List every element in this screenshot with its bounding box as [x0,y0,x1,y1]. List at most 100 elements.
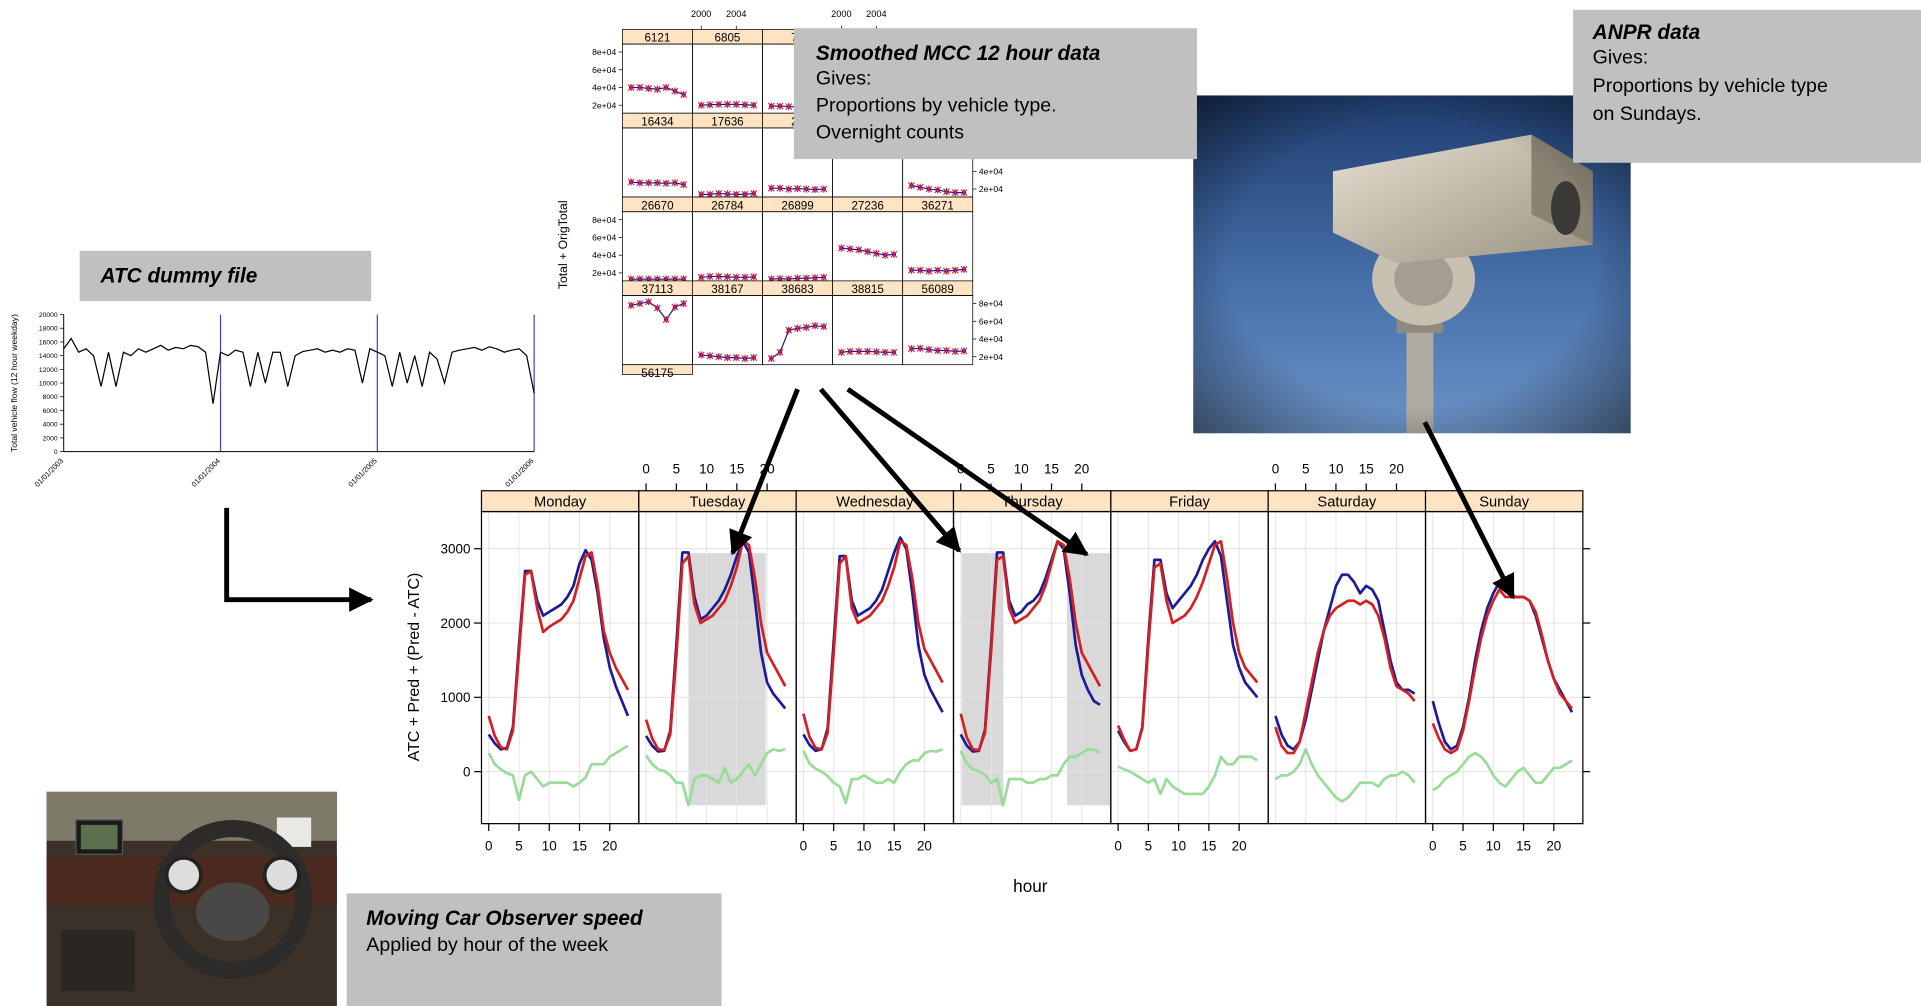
point-star [724,190,731,198]
x-tick-label: 0 [1114,839,1121,854]
point-star [680,180,688,189]
point-star [645,84,653,93]
point-star [837,244,845,252]
x-tick-label: 15 [1516,839,1531,854]
y-tick-label: 2000 [440,616,470,631]
point-star [820,322,828,331]
point-star [934,186,942,194]
arrow [729,388,800,556]
y-tick-label: 4e+04 [979,166,1003,176]
x-tick-label: 20 [1546,839,1561,854]
point-star [750,189,758,198]
x-tick-label: 5 [987,462,994,477]
point-star [785,102,793,111]
point-star [671,303,679,311]
x-tick-label: 10 [1171,839,1186,854]
y-tick-label: 6e+04 [592,65,616,75]
y-tick-label: 20000 [39,312,58,319]
y-tick-label: 10000 [39,381,58,388]
panel-label: Saturday [1317,495,1376,511]
box-background [1573,9,1921,163]
x-tick-label: 01/01/2005 [346,456,378,488]
point-star [627,178,635,186]
point-star [802,323,810,332]
point-star [951,188,959,197]
series-line [959,748,1101,807]
y-tick-label: 8e+04 [592,215,616,225]
car-interior-photo [46,791,337,1006]
x-tick-label: 20 [1074,462,1089,477]
y-tick-label: 2e+04 [592,268,616,278]
y-tick-label: 6e+04 [592,232,616,242]
point-star [960,188,968,197]
highlight-area [961,553,1004,806]
point-star [697,351,705,359]
panel-label: 56175 [641,367,673,380]
y-tick-label: 14000 [39,353,58,360]
point-star [715,189,723,198]
highlight-area [1067,553,1110,806]
x-tick-label: 2000 [831,9,851,19]
point-star [732,100,740,109]
y-tick-label: 8e+04 [979,299,1003,309]
y-axis-label: Total vehicle flow (12 hour weekday) [9,314,19,452]
x-tick-label: 15 [1201,839,1216,854]
x-tick-label: 0 [800,839,807,854]
point-star [872,249,880,258]
series-line [1431,580,1574,751]
box-text: Overnight counts [816,121,964,143]
point-star [671,179,679,187]
point-star [916,183,924,191]
point-star [794,184,802,193]
y-tick-label: 3000 [440,542,470,557]
x-tick-label: 20 [1389,462,1404,477]
point-star [794,324,802,333]
box-title: ATC dummy file [99,265,257,288]
y-tick-label: 0 [463,765,470,780]
y-tick-label: 8e+04 [592,47,616,57]
box-text: Gives: [816,67,872,89]
series-line [487,551,630,751]
y-axis-label: ATC + Pred + (Pred - ATC) [406,573,423,761]
point-star [916,344,924,352]
point-star [951,347,959,356]
point-star [855,347,863,356]
panel-label: 26784 [711,199,744,212]
series-line [63,337,535,404]
series-line [487,744,629,802]
panel-label: 17636 [711,115,743,128]
panel-label: 36271 [922,199,954,212]
series-line [644,539,787,752]
point-star [706,101,714,109]
point-star [776,348,784,356]
box-text: Gives: [1593,47,1649,69]
series-line [1431,588,1574,755]
x-tick-label: 20 [602,839,617,854]
panel-label: Sunday [1479,495,1529,511]
y-tick-label: 6e+04 [979,316,1003,326]
panel-label: Wednesday [836,495,914,511]
point-star [802,185,810,193]
series-line [959,539,1102,752]
point-star [741,273,749,281]
series-line [802,536,944,753]
arrow [818,387,962,553]
point-star [715,100,723,109]
point-star [872,348,880,356]
x-tick-label: 01/01/2003 [33,456,65,488]
box-title: Moving Car Observer speed [366,907,644,930]
box-background [346,893,722,1006]
x-tick-label: 2004 [726,9,746,19]
x-tick-label: 10 [1328,462,1343,477]
y-tick-label: 18000 [39,326,58,333]
point-star [671,87,679,95]
panel-label: 38167 [711,283,743,296]
point-star [636,299,644,308]
point-star [627,301,635,309]
point-star [925,267,933,275]
x-tick-label: 5 [1145,839,1152,854]
point-star [636,179,644,187]
x-tick-label: 5 [1459,839,1466,854]
panel-label: 6805 [715,32,741,45]
